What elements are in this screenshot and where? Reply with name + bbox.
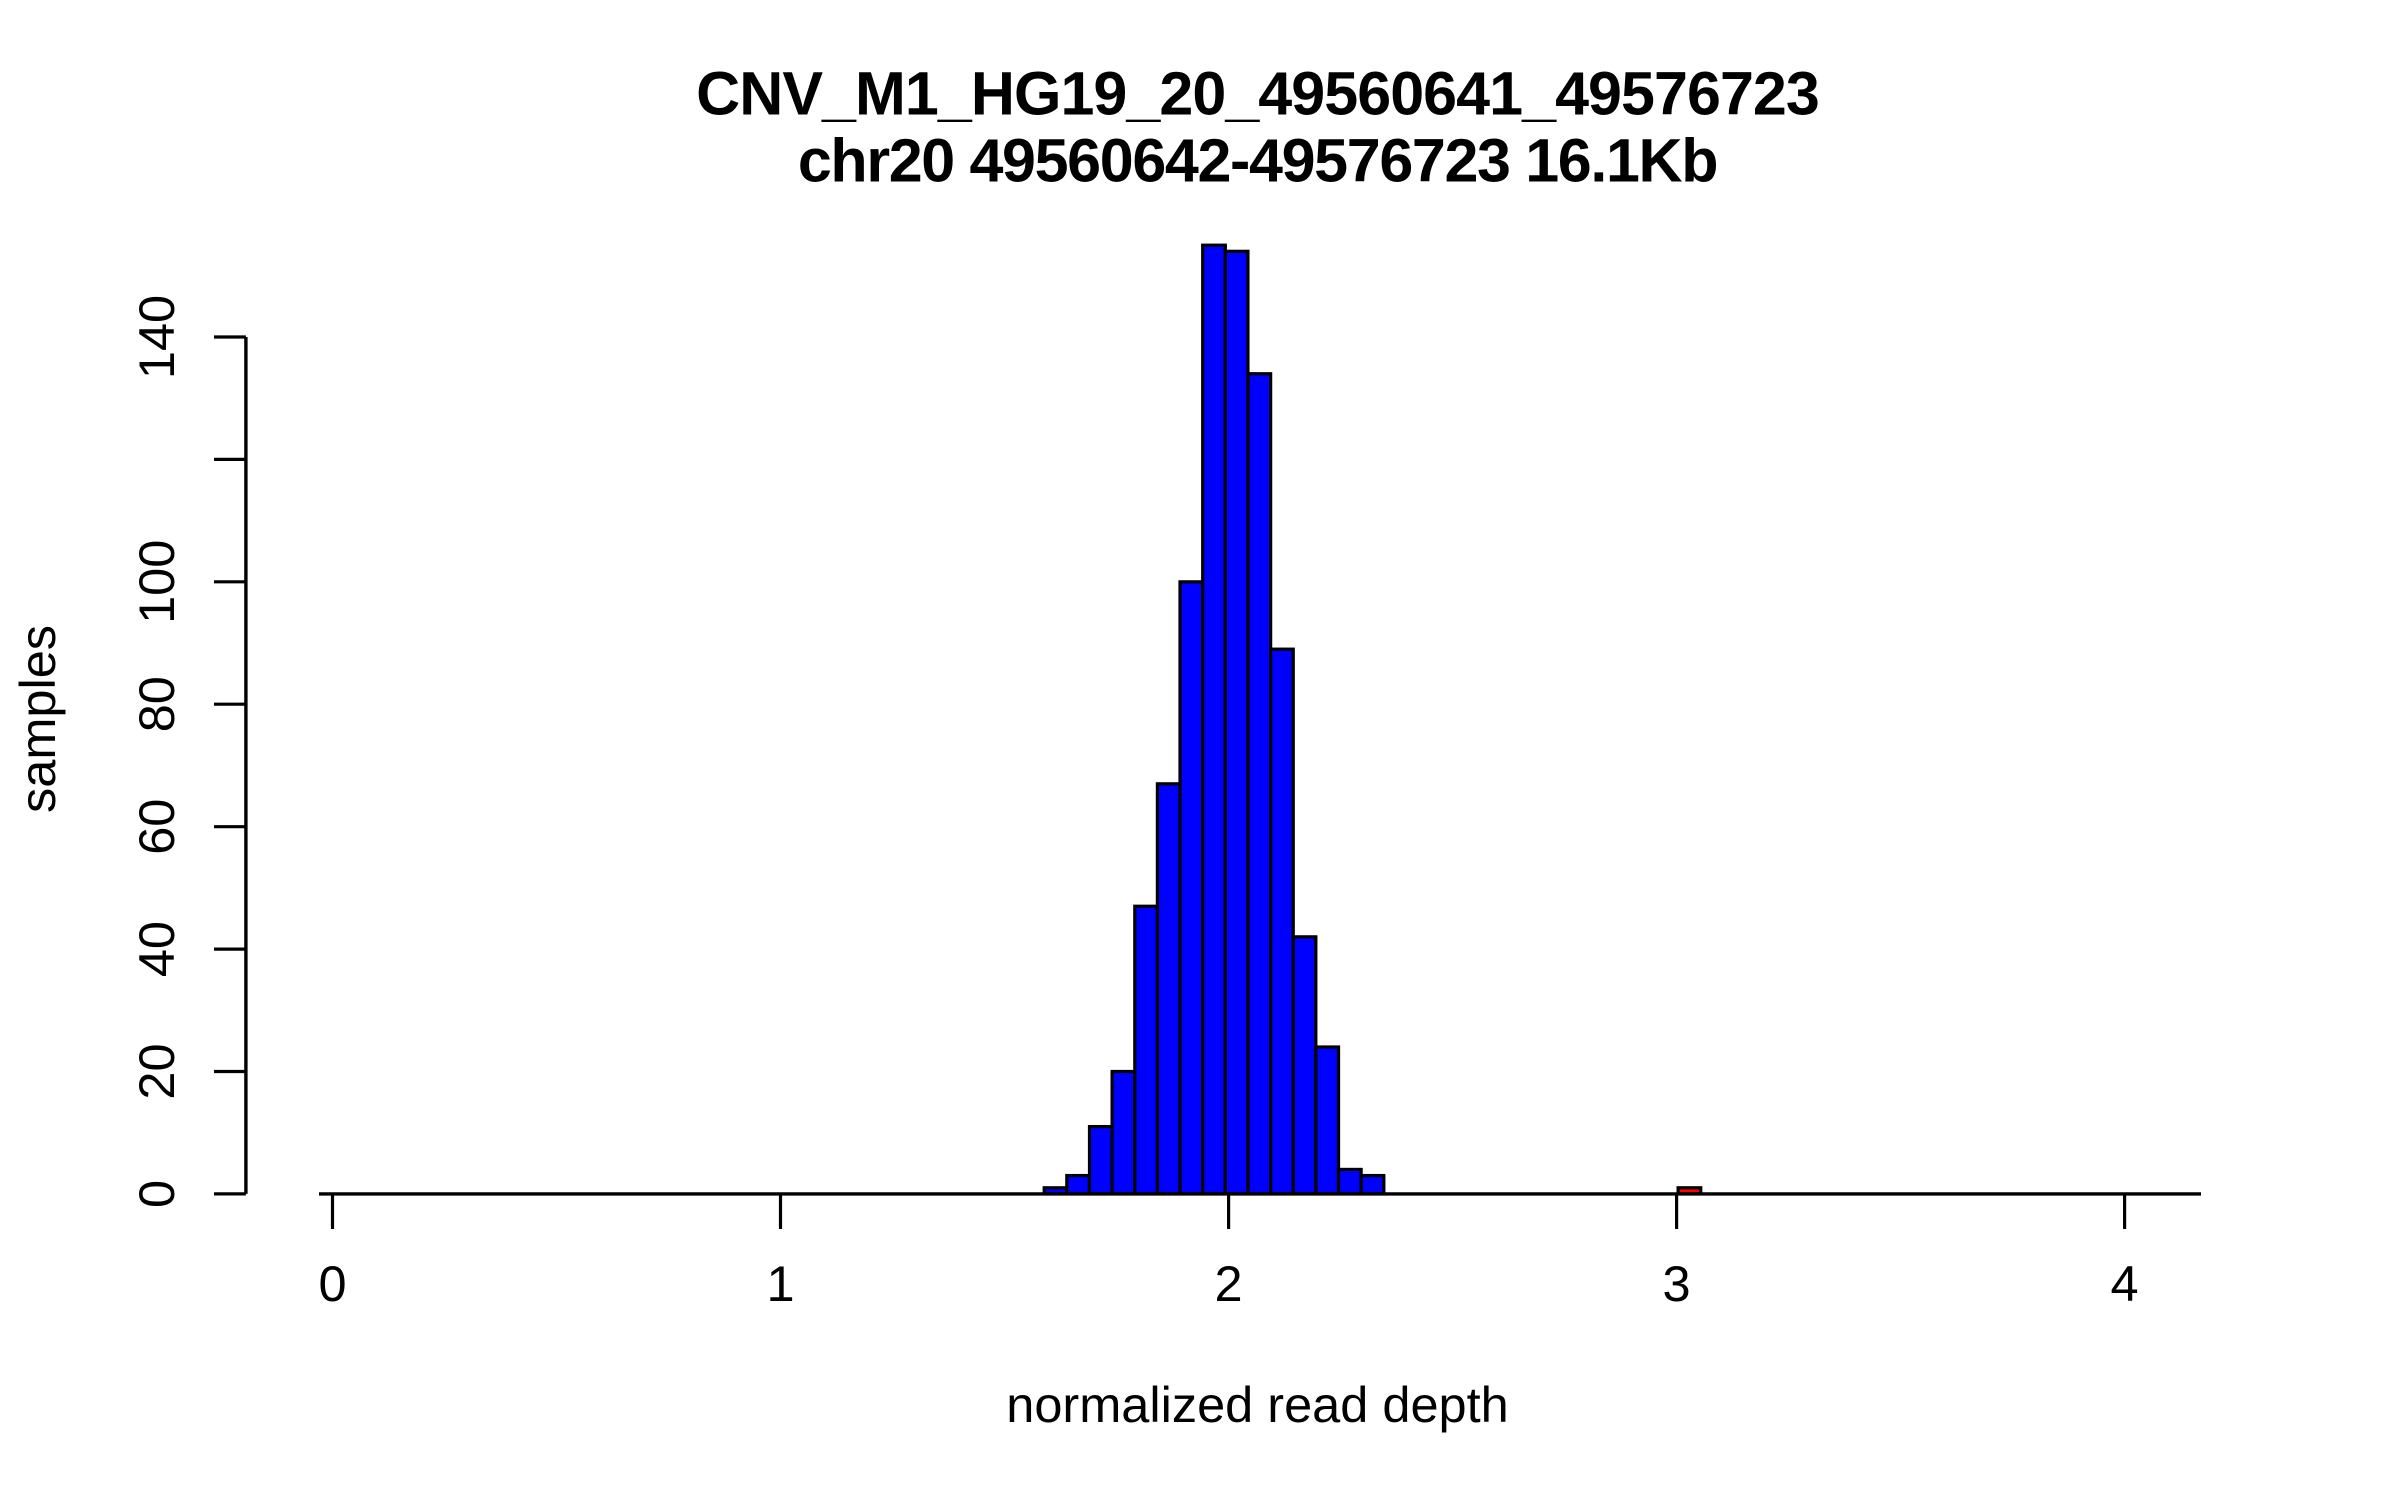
svg-text:samples: samples [9,625,66,813]
svg-text:20: 20 [128,1043,185,1099]
svg-text:40: 40 [128,921,185,977]
svg-text:3: 3 [1663,1255,1691,1312]
svg-text:80: 80 [128,676,185,732]
svg-text:4: 4 [2111,1255,2139,1312]
svg-text:0: 0 [128,1180,185,1208]
svg-text:chr20 49560642-49576723 16.1Kb: chr20 49560642-49576723 16.1Kb [798,127,1717,195]
svg-text:0: 0 [318,1255,346,1312]
svg-text:normalized read depth: normalized read depth [1006,1376,1509,1433]
svg-text:100: 100 [128,540,185,624]
svg-text:1: 1 [766,1255,794,1312]
svg-text:140: 140 [128,295,185,379]
svg-text:60: 60 [128,799,185,855]
svg-text:2: 2 [1215,1255,1243,1312]
svg-text:CNV_M1_HG19_20_49560641_495767: CNV_M1_HG19_20_49560641_49576723 [696,60,1819,128]
